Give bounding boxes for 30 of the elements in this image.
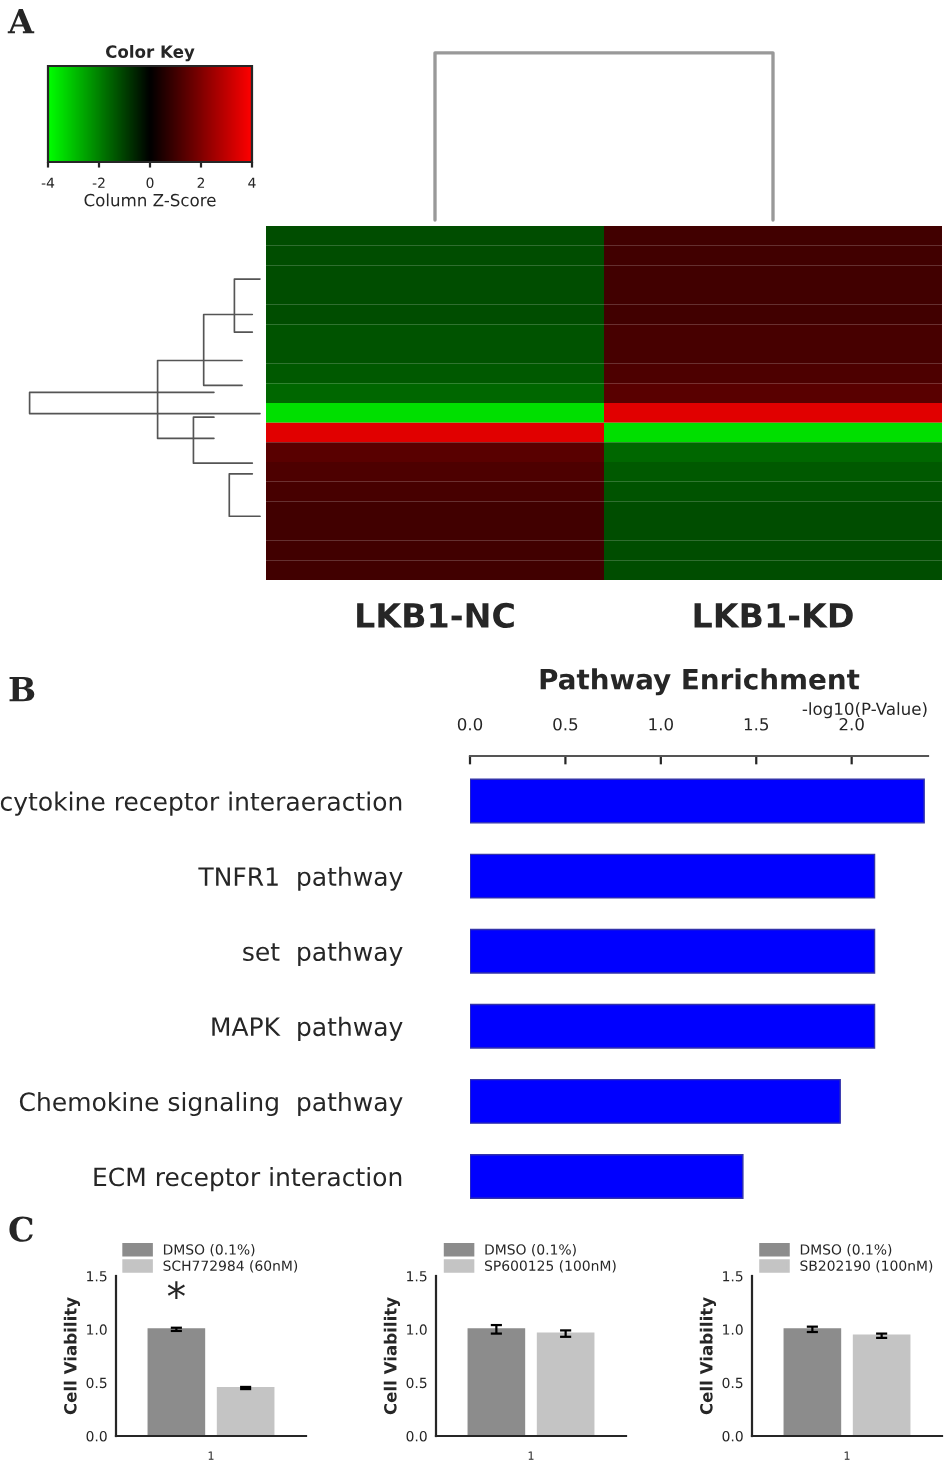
category-label: cytokine receptor interaeraction [0,791,402,816]
text: C [9,1216,33,1242]
category-label: TNFR1 pathway [198,866,403,891]
y-axis-title: Cell Viability [699,1297,717,1415]
category-label: set pathway [243,941,403,966]
x-tick-label: 1.0 [649,717,673,731]
bar [470,1078,841,1124]
x-tick-label: 1.5 [744,718,769,731]
bar [470,1003,876,1049]
x-tick-label: 0.0 [457,717,483,731]
text: B [9,677,35,702]
y-axis-title: Cell Viability [63,1297,81,1415]
category-label: Chemokine signaling pathway [19,1091,403,1117]
x-tick-label: LKB1-NC [357,602,514,629]
legend-title: Color Key [106,45,195,62]
text: A [7,9,35,34]
bar [470,1153,744,1199]
color-bar-title: Column Z-Score [84,193,216,207]
x-tick-label: 0.5 [553,717,578,731]
x-tick-label: 2.0 [839,717,864,731]
x-tick-label: LKB1-KD [694,603,853,628]
chart-title: Pathway Enrichment [540,668,860,696]
bar [470,778,925,824]
x-axis-title: -log10(P-Value) [802,702,927,719]
annotation: * [167,1281,185,1300]
bar [470,928,876,974]
category-label: MAPK pathway [212,1016,403,1041]
y-axis-title: Cell Viability [383,1297,401,1415]
category-label: ECM receptor interaction [94,1166,402,1192]
bar [470,853,876,899]
